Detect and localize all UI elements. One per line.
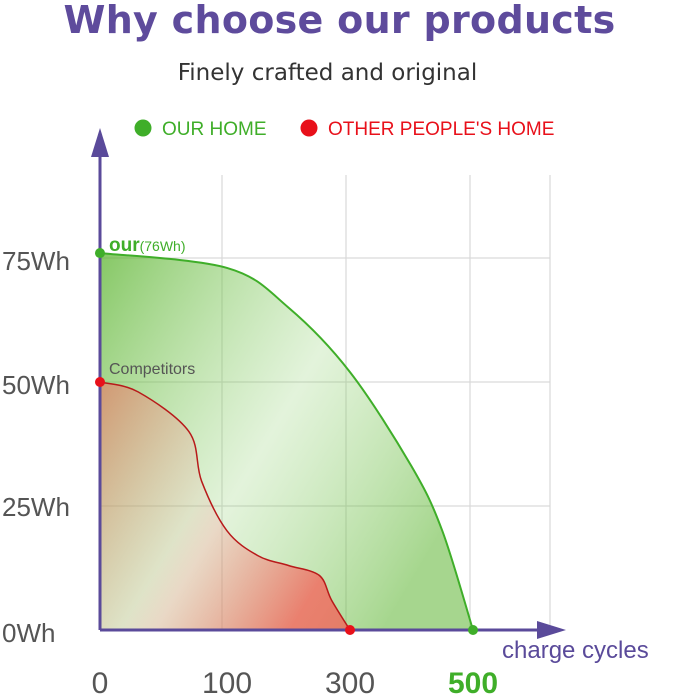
data-markers: [95, 248, 478, 635]
y-axis: [91, 128, 109, 630]
x-tick-label: 300: [325, 667, 375, 696]
legend-swatch-our-home: [134, 119, 152, 137]
x-axis-title: charge cycles: [502, 637, 649, 664]
page-subtitle: Finely crafted and original: [177, 60, 478, 86]
our-home-end-point: [468, 625, 478, 635]
y-tick-label: 0Wh: [2, 618, 55, 648]
legend: OUR HOME OTHER PEOPLE'S HOME: [134, 119, 554, 140]
legend-swatch-other-home: [300, 119, 318, 137]
other-home-start-point: [95, 377, 105, 387]
our-start-label-text: our: [109, 235, 140, 256]
our-home-start-point: [95, 248, 105, 259]
x-axis: [100, 621, 566, 639]
x-tick-label-highlight: 500: [448, 667, 498, 696]
x-tick-label: 0: [92, 667, 109, 696]
series-line-other-home: [99, 381, 351, 631]
y-tick-label: 25Wh: [2, 492, 70, 522]
y-tick-label: 75Wh: [2, 246, 70, 276]
legend-label-other-home: OTHER PEOPLE'S HOME: [328, 119, 554, 140]
legend-label-our-home: OUR HOME: [162, 119, 267, 140]
other-home-end-point: [345, 625, 355, 635]
competitors-start-label: Competitors: [109, 361, 195, 378]
x-tick-label: 100: [202, 667, 252, 696]
y-axis-arrow-icon: [91, 128, 109, 157]
our-start-label-note: (76Wh): [140, 238, 186, 254]
our-start-label: our(76Wh): [109, 235, 186, 256]
series-area-other-home: [100, 382, 350, 630]
y-tick-label: 50Wh: [2, 370, 70, 400]
series-line-our-home: [99, 252, 474, 631]
page-title: Why choose our products: [63, 0, 616, 42]
x-axis-arrow-icon: [537, 621, 566, 639]
